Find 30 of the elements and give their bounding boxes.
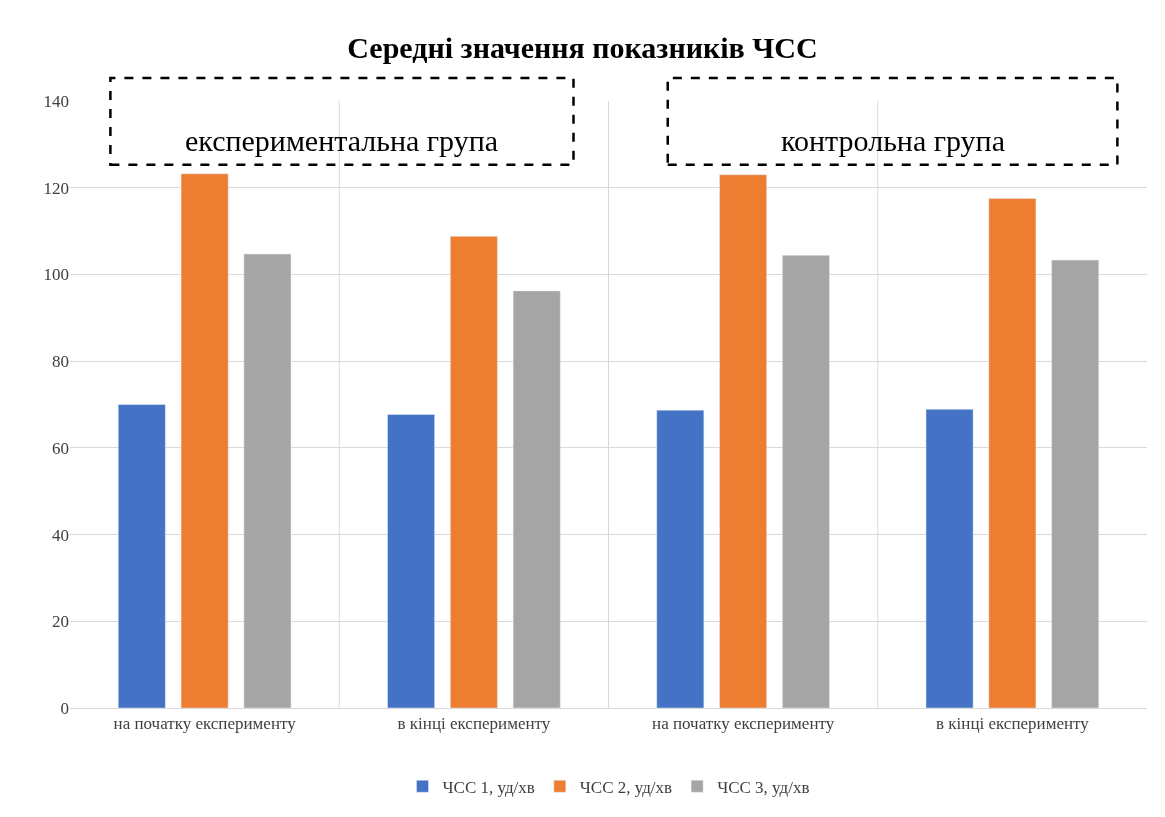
x-tick-label: на початку експерименту [113,714,297,734]
bar [117,404,166,708]
y-tick-label: 20 [52,612,69,632]
bar [988,198,1037,708]
y-tick-label: 0 [60,698,69,718]
y-tick-label: 140 [43,91,69,111]
bar [243,253,292,708]
x-tick-label: на початку експерименту [652,714,835,734]
y-tick-label: 100 [43,265,69,285]
bar [782,255,830,708]
y-tick-label: 80 [52,352,69,372]
bar [925,409,974,708]
bar [656,409,705,708]
legend-label: ЧСС 2, уд/хв [579,777,673,797]
annotation: експериментальна група [185,124,499,157]
annotation: контрольна група [781,124,1005,157]
x-tick-label: в кінці експерименту [936,714,1090,734]
bar [1051,259,1100,708]
y-tick-label: 40 [52,525,69,545]
y-tick-label: 60 [52,438,69,458]
bar [450,236,498,708]
legend-label: ЧСС 1, уд/хв [442,777,535,797]
chart-title: Середні значення показників ЧСС [347,30,818,64]
y-tick-label: 120 [43,178,69,198]
bar [512,290,561,708]
bar [387,414,435,708]
bar [719,174,767,708]
bar [180,173,229,708]
x-tick-label: в кінці експерименту [397,714,551,734]
legend-label: ЧСС 3, уд/хв [717,777,810,797]
